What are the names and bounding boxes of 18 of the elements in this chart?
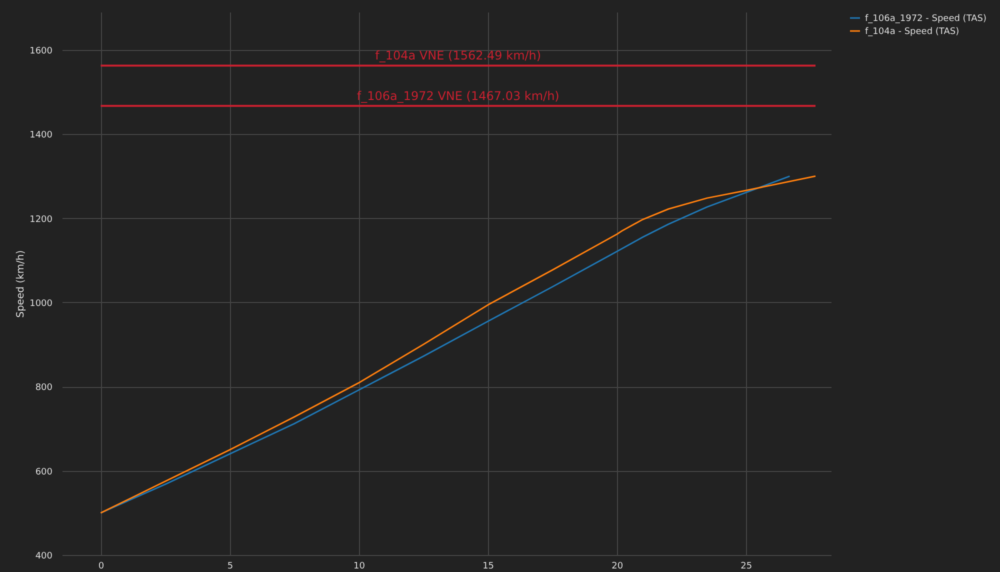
y-tick-label: 600 (35, 467, 53, 478)
x-tick-label: 15 (482, 562, 494, 572)
x-tick-label: 10 (354, 562, 366, 572)
x-tick-label: 5 (227, 562, 234, 572)
legend-label: f_106a_1972 - Speed (TAS) (865, 14, 986, 24)
y-tick-label: 1200 (30, 214, 53, 225)
x-tick-label: 25 (740, 562, 752, 572)
legend-label: f_104a - Speed (TAS) (865, 27, 960, 37)
y-tick-label: 1000 (30, 298, 53, 309)
ref-line-label: f_106a_1972 VNE (1467.03 km/h) (356, 88, 560, 103)
ref-line-label: f_104a VNE (1562.49 km/h) (375, 48, 542, 63)
y-tick-label: 1400 (30, 130, 53, 141)
y-tick-label: 400 (35, 552, 53, 562)
y-tick-label: 800 (35, 383, 53, 394)
x-tick-label: 0 (98, 562, 104, 572)
x-tick-label: 20 (612, 562, 624, 572)
y-tick-label: 1600 (30, 46, 53, 56)
y-axis-title: Speed (km/h) (16, 250, 27, 318)
